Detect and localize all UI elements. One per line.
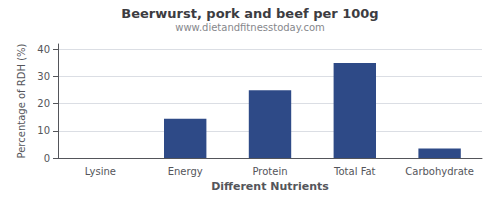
svg-text:Different Nutrients: Different Nutrients [211, 180, 329, 193]
svg-text:30: 30 [37, 71, 50, 82]
svg-text:10: 10 [37, 125, 50, 136]
svg-text:Carbohydrate: Carbohydrate [405, 166, 474, 177]
svg-text:20: 20 [37, 98, 50, 109]
svg-text:0: 0 [44, 153, 50, 164]
svg-text:Percentage of RDH (%): Percentage of RDH (%) [16, 43, 27, 158]
svg-text:www.dietandfitnesstoday.com: www.dietandfitnesstoday.com [175, 22, 324, 33]
svg-text:Beerwurst, pork and beef per 1: Beerwurst, pork and beef per 100g [121, 6, 378, 21]
svg-text:Protein: Protein [252, 166, 287, 177]
svg-text:Lysine: Lysine [85, 166, 116, 177]
svg-text:Energy: Energy [168, 166, 203, 177]
svg-text:40: 40 [37, 44, 50, 55]
svg-text:Total Fat: Total Fat [333, 166, 375, 177]
